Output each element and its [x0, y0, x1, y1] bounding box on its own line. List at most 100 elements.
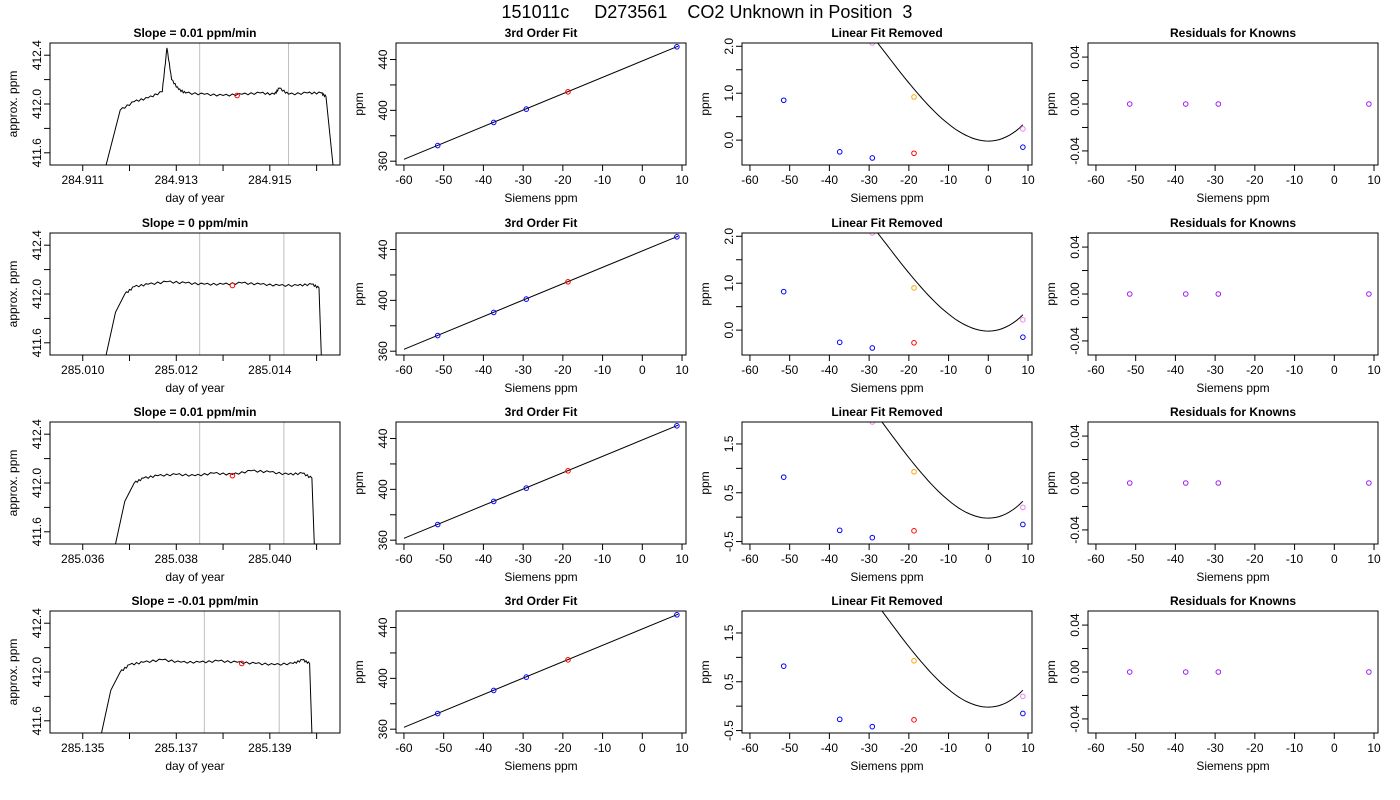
y-tick-label: 412.0	[30, 89, 44, 119]
x-tick-label: -20	[900, 363, 918, 377]
y-tick-label: 360	[376, 151, 390, 171]
panel-title: Slope = 0.01 ppm/min	[133, 26, 256, 40]
y-tick-label: 360	[376, 719, 390, 739]
x-axis-label: Siemens ppm	[850, 381, 923, 395]
x-tick-label: -30	[1206, 741, 1224, 755]
x-tick-label: 285.040	[248, 552, 292, 566]
y-tick-label: 411.6	[30, 706, 44, 735]
data-point	[674, 612, 680, 618]
plot-data	[1126, 480, 1372, 486]
y-tick-label: 0.00	[1068, 660, 1082, 684]
y-tick-label: 400	[376, 668, 390, 688]
x-tick-label: 10	[1367, 173, 1381, 187]
panel-title: Slope = 0.01 ppm/min	[133, 405, 256, 419]
x-tick-label: 0	[985, 741, 992, 755]
data-point	[1215, 291, 1222, 297]
data-point	[780, 97, 787, 104]
data-point	[1182, 480, 1189, 486]
data-point	[674, 423, 680, 429]
x-tick-label: -40	[475, 741, 493, 755]
x-axis-label: Siemens ppm	[1196, 381, 1269, 395]
x-tick-label: -60	[1087, 552, 1105, 566]
panel-r3-lin: Linear Fit Removed -60 -50 -40 -30 -20 -10 0 10 -…	[698, 405, 1035, 584]
x-tick-label: 10	[675, 552, 689, 566]
x-tick-label: -60	[1087, 363, 1105, 377]
fit-curve	[881, 611, 1024, 708]
panel-title: Residuals for Knowns	[1170, 405, 1296, 419]
x-tick-label: -20	[1246, 552, 1264, 566]
y-tick-label: 411.6	[30, 328, 44, 357]
x-tick-label: -10	[940, 741, 958, 755]
x-tick-label: -60	[395, 363, 413, 377]
data-point	[911, 285, 917, 291]
y-axis-label: ppm	[698, 471, 712, 494]
x-tick-label: -20	[900, 741, 918, 755]
y-axis-label: ppm	[352, 92, 366, 115]
series-line	[101, 658, 313, 733]
panel-r4-fit: 3rd Order Fit -60 -50 -40 -30 -20 -10 0 10 360 400…	[352, 594, 689, 773]
data-point	[674, 234, 680, 240]
y-axis-label: ppm	[698, 282, 712, 305]
x-tick-label: -10	[594, 363, 612, 377]
y-tick-label: 440	[376, 49, 390, 69]
panel-grid: Slope = 0.01 ppm/min 284.911 284.913 284.91…	[6, 26, 1381, 773]
x-tick-label: 0	[985, 363, 992, 377]
data-point	[565, 468, 571, 474]
x-tick-label: -50	[781, 552, 799, 566]
panel-title: Residuals for Knowns	[1170, 26, 1296, 40]
data-point	[911, 340, 917, 346]
data-point	[1126, 480, 1133, 486]
y-tick-label: 412.4	[30, 40, 44, 70]
x-tick-label: -30	[1206, 552, 1224, 566]
fit-curve	[403, 235, 679, 350]
x-tick-label: -60	[741, 173, 759, 187]
series-line	[105, 280, 322, 355]
x-tick-label: -40	[1167, 741, 1185, 755]
x-tick-label: 10	[1021, 552, 1035, 566]
x-tick-label: 285.010	[61, 363, 105, 377]
x-tick-label: -10	[594, 741, 612, 755]
x-tick-label: -40	[475, 173, 493, 187]
y-tick-label: 2.0	[722, 228, 736, 245]
x-axis-label: Siemens ppm	[1196, 759, 1269, 773]
data-point	[780, 288, 787, 295]
x-tick-label: -10	[940, 173, 958, 187]
x-tick-label: -50	[1127, 363, 1145, 377]
data-point	[869, 155, 876, 161]
data-point	[434, 521, 441, 528]
y-axis-label: approx. ppm	[6, 71, 20, 138]
data-point	[1366, 480, 1372, 486]
x-tick-label: 10	[675, 363, 689, 377]
y-axis-label: ppm	[698, 660, 712, 683]
y-tick-label: 0.04	[1068, 235, 1082, 259]
fit-curve	[881, 422, 1024, 519]
y-tick-label: 411.6	[30, 138, 44, 167]
x-tick-label: -60	[741, 741, 759, 755]
y-tick-label: 412.4	[30, 608, 44, 638]
data-point	[1126, 669, 1133, 675]
x-axis-label: day of year	[165, 759, 224, 773]
plot-frame	[741, 42, 1033, 166]
y-axis-label: ppm	[1044, 471, 1058, 494]
x-tick-label: -10	[1286, 363, 1304, 377]
plot-frame	[741, 421, 1033, 545]
x-tick-label: -20	[900, 173, 918, 187]
data-point	[565, 657, 571, 663]
x-tick-label: -30	[860, 363, 878, 377]
fit-curve	[877, 43, 1024, 142]
plot-data	[780, 422, 1026, 541]
x-tick-label: -50	[1127, 552, 1145, 566]
x-tick-label: -60	[395, 552, 413, 566]
x-tick-label: 0	[1331, 173, 1338, 187]
y-tick-label: 0.0	[722, 131, 736, 148]
y-tick-label: 412.4	[30, 230, 44, 260]
panel-r4-res: Residuals for Knowns -60 -50 -40 -30 -20 -10 0 1…	[1044, 594, 1381, 773]
y-tick-label: 1.5	[722, 624, 736, 641]
data-point	[780, 474, 787, 480]
y-axis-label: ppm	[352, 660, 366, 683]
y-axis-label: ppm	[352, 282, 366, 305]
plot-frame	[741, 610, 1033, 734]
x-axis-label: Siemens ppm	[504, 759, 577, 773]
data-point	[490, 498, 497, 505]
panel-r4-lin: Linear Fit Removed -60 -50 -40 -30 -20 -10 0 10 -…	[698, 594, 1035, 773]
